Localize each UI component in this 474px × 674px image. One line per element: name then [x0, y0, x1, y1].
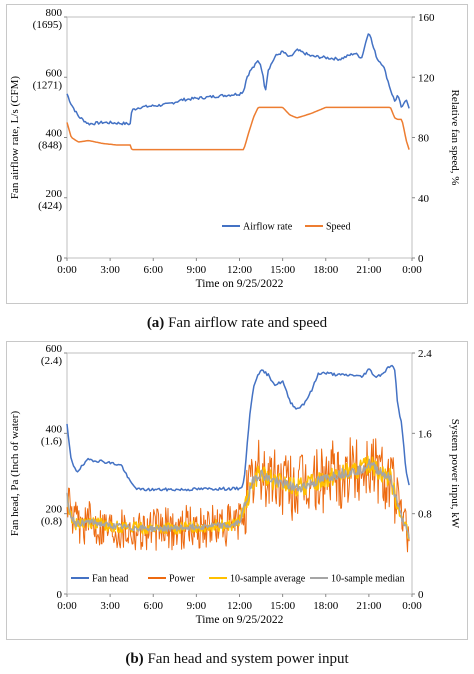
chart-a-x-tick-label: 12:00	[227, 264, 253, 276]
caption-b-tag: (b)	[125, 651, 144, 667]
chart-b-right-tick-label: 1.6	[418, 428, 432, 440]
chart-b-plot-frame	[66, 352, 413, 595]
chart-a-left-tick-sublabel: (424)	[38, 200, 62, 212]
chart-a-left-tick-label: 0	[57, 253, 63, 265]
chart-b-x-tick-label: 9:00	[187, 600, 207, 612]
chart-a-left-tick-sublabel: (1695)	[33, 19, 63, 31]
chart-a-left-tick-sublabel: (848)	[38, 140, 62, 152]
chart-b-series-fan-head	[66, 364, 410, 492]
chart-b-legend-label: Fan head	[92, 574, 128, 585]
chart-a-plot-frame	[66, 16, 413, 259]
chart-a-left-tick-sublabel: (1271)	[33, 79, 63, 91]
chart-a-x-tick-label: 21:00	[356, 264, 382, 276]
chart-b-left-tick-label: 600	[46, 343, 63, 355]
chart-a-svg: 800(1695)600(1271)400(848)200(424)016012…	[9, 7, 461, 290]
chart-panel-a: 800 (1695) 600 (1271) 400 (848) 200 (424) 0 160 12…	[6, 4, 468, 304]
chart-a-series-airflow-rate	[66, 33, 410, 126]
chart-a-right-tick-label: 160	[418, 12, 435, 24]
chart-b-x-tick-label: 0:00	[402, 600, 422, 612]
chart-b-series-10-sample-median	[66, 458, 410, 539]
chart-b-left-tick-label: 200	[46, 504, 63, 516]
chart-b-left-tick-sublabel: (2.4)	[41, 355, 62, 367]
chart-a-right-tick-label: 80	[418, 133, 430, 145]
chart-a-x-tick-label: 6:00	[143, 264, 163, 276]
chart-b-svg: 600(2.4)400(1.6)200(0.8)02.41.60.800:00 3…	[9, 343, 461, 626]
chart-b-x-axis-label: Time on 9/25/2022	[196, 614, 284, 626]
chart-a-x-tick-label: 18:00	[313, 264, 339, 276]
chart-b-right-tick-label: 0	[418, 589, 424, 601]
chart-b-legend-label: 10-sample median	[331, 574, 405, 585]
caption-b: (b) Fan head and system power input	[0, 651, 474, 668]
chart-panel-b: 600 (2.4) 400 (1.6) 200 (0.8) 0 2.4 1.6 0.8 0 0:00 3…	[6, 341, 468, 640]
chart-b-x-tick-label: 3:00	[100, 600, 120, 612]
chart-a-x-axis-label: Time on 9/25/2022	[196, 278, 284, 290]
chart-b-legend-label: 10-sample average	[230, 574, 306, 585]
chart-a-right-tick-label: 120	[418, 72, 435, 84]
chart-b-right-axis-label: System power input, kW	[449, 419, 461, 529]
chart-a-left-tick-label: 200	[46, 188, 63, 200]
chart-a-left-tick-label: 400	[46, 128, 63, 140]
chart-b-x-tick-label: 21:00	[356, 600, 382, 612]
chart-b-x-tick-label: 12:00	[227, 600, 253, 612]
chart-a-right-axis-label: Relative fan speed, %	[449, 90, 461, 186]
chart-a-x-tick-label: 3:00	[100, 264, 120, 276]
chart-a-left-tick-label: 800	[46, 7, 63, 19]
chart-b-right-tick-label: 0.8	[418, 509, 432, 521]
chart-a-x-tick-label: 9:00	[187, 264, 207, 276]
chart-b-series-power	[66, 437, 410, 553]
chart-b-left-tick-sublabel: (0.8)	[41, 516, 62, 528]
chart-a-left-tick-label: 600	[46, 67, 63, 79]
chart-b-left-axis-label: Fan head, Pa (Inch of water)	[9, 411, 21, 537]
chart-b-x-tick-label: 6:00	[143, 600, 163, 612]
chart-a-x-tick-label: 15:00	[270, 264, 296, 276]
chart-a-series-speed	[66, 106, 410, 151]
chart-a-legend-label: Speed	[326, 222, 350, 233]
chart-b-left-tick-sublabel: (1.6)	[41, 435, 62, 447]
chart-b-x-tick-label: 18:00	[313, 600, 339, 612]
caption-a-tag: (a)	[146, 315, 165, 331]
chart-a-x-tick-label: 0:00	[402, 264, 422, 276]
caption-b-text: Fan head and system power input	[147, 651, 349, 667]
chart-b-right-tick-label: 2.4	[418, 348, 432, 360]
chart-b-left-tick-label: 0	[57, 589, 63, 601]
chart-a-left-axis-label: Fan airflow rate, L/s (CFM)	[9, 76, 21, 199]
caption-a: (a) Fan airflow rate and speed	[0, 315, 474, 332]
caption-a-text: Fan airflow rate and speed	[168, 315, 328, 331]
chart-a-right-tick-label: 40	[418, 193, 430, 205]
chart-b-x-tick-label: 0:00	[57, 600, 77, 612]
chart-b-left-tick-label: 400	[46, 423, 63, 435]
chart-b-legend-label: Power	[169, 574, 195, 585]
chart-a-right-tick-label: 0	[418, 253, 424, 265]
chart-a-legend-label: Airflow rate	[243, 222, 293, 233]
chart-b-x-tick-label: 15:00	[270, 600, 296, 612]
chart-a-x-tick-label: 0:00	[57, 264, 77, 276]
